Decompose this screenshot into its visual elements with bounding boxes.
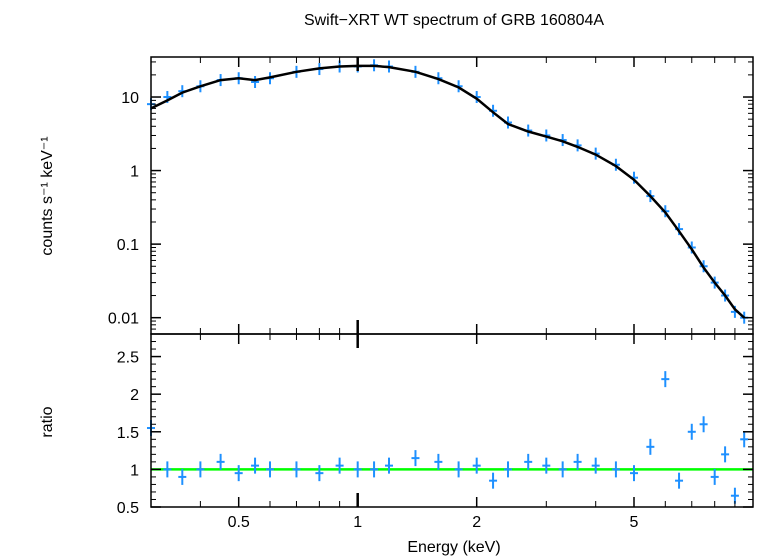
ratio-data-point: [489, 472, 498, 489]
ratio-y-tick-label: 1: [130, 462, 139, 479]
bottom-y-axis-label: ratio: [39, 406, 56, 437]
ratio-y-axis-ticks: 0.5 1 1.5 2 2.5: [117, 341, 753, 517]
ratio-y-tick-label: 1.5: [117, 425, 139, 442]
ratio-data-point: [630, 465, 639, 482]
spectrum-model: [150, 64, 746, 319]
ratio-data-point: [558, 461, 567, 478]
ratio-data-point: [196, 461, 205, 478]
spectrum-data-points: [147, 59, 749, 324]
ratio-data-point: [315, 465, 324, 482]
x-tick-label: 1: [353, 514, 362, 531]
ratio-data-point: [503, 461, 512, 478]
ratio-data-point: [234, 465, 243, 482]
y-tick-label: 1: [130, 164, 139, 181]
ratio-data-point: [384, 457, 393, 474]
top-y-axis-label: counts s⁻¹ keV⁻¹: [39, 136, 56, 255]
spectrum-plot-frame: [150, 56, 754, 335]
ratio-y-tick-label: 0.5: [117, 500, 139, 517]
ratio-data-point: [454, 461, 463, 478]
chart-title: Swift−XRT WT spectrum of GRB 160804A: [304, 12, 604, 29]
ratio-plot-frame: [150, 333, 754, 508]
ratio-data-point: [591, 457, 600, 474]
ratio-y-tick-label: 2: [130, 387, 139, 404]
ratio-data-points: [147, 371, 749, 504]
x-axis-ticks: 0.5 1 2 5: [150, 57, 736, 531]
ratio-data-point: [573, 453, 582, 470]
ratio-data-point: [542, 457, 551, 474]
ratio-data-point: [646, 438, 655, 455]
ratio-data-point: [611, 461, 620, 478]
ratio-data-point: [740, 431, 749, 448]
ratio-data-point: [411, 450, 420, 467]
ratio-data-point: [163, 461, 172, 478]
x-tick-label: 5: [630, 514, 639, 531]
ratio-data-point: [675, 472, 684, 489]
ratio-data-point: [524, 453, 533, 470]
x-tick-label: 2: [472, 514, 481, 531]
ratio-data-point: [251, 457, 260, 474]
x-tick-label: 0.5: [228, 514, 250, 531]
ratio-y-tick-label: 2.5: [117, 350, 139, 367]
ratio-data-point: [472, 457, 481, 474]
x-axis-label: Energy (keV): [407, 539, 500, 556]
y-tick-label: 10: [121, 90, 139, 107]
ratio-data-point: [661, 371, 670, 388]
spectrum-y-axis-ticks: 0.01 0.1 1 10: [108, 61, 753, 335]
ratio-data-point: [434, 453, 443, 470]
ratio-data-point: [292, 461, 301, 478]
ratio-data-point: [370, 461, 379, 478]
y-tick-label: 0.1: [117, 237, 139, 254]
ratio-data-point: [710, 468, 719, 485]
ratio-panel: 0.5 1 1.5 2 2.5 0.5 1 2 5: [117, 57, 754, 531]
spectrum-panel: 0.01 0.1 1 10: [108, 56, 754, 335]
spectrum-model-line: [150, 64, 746, 319]
ratio-data-point: [178, 468, 187, 485]
ratio-data-point: [699, 416, 708, 433]
ratio-data-point: [335, 457, 344, 474]
ratio-data-point: [216, 453, 225, 470]
ratio-data-point: [721, 446, 730, 463]
spectrum-data-point: [251, 76, 260, 89]
y-tick-label: 0.01: [108, 311, 139, 328]
ratio-data-point: [265, 461, 274, 478]
ratio-data-point: [353, 461, 362, 478]
ratio-data-point: [687, 423, 696, 440]
